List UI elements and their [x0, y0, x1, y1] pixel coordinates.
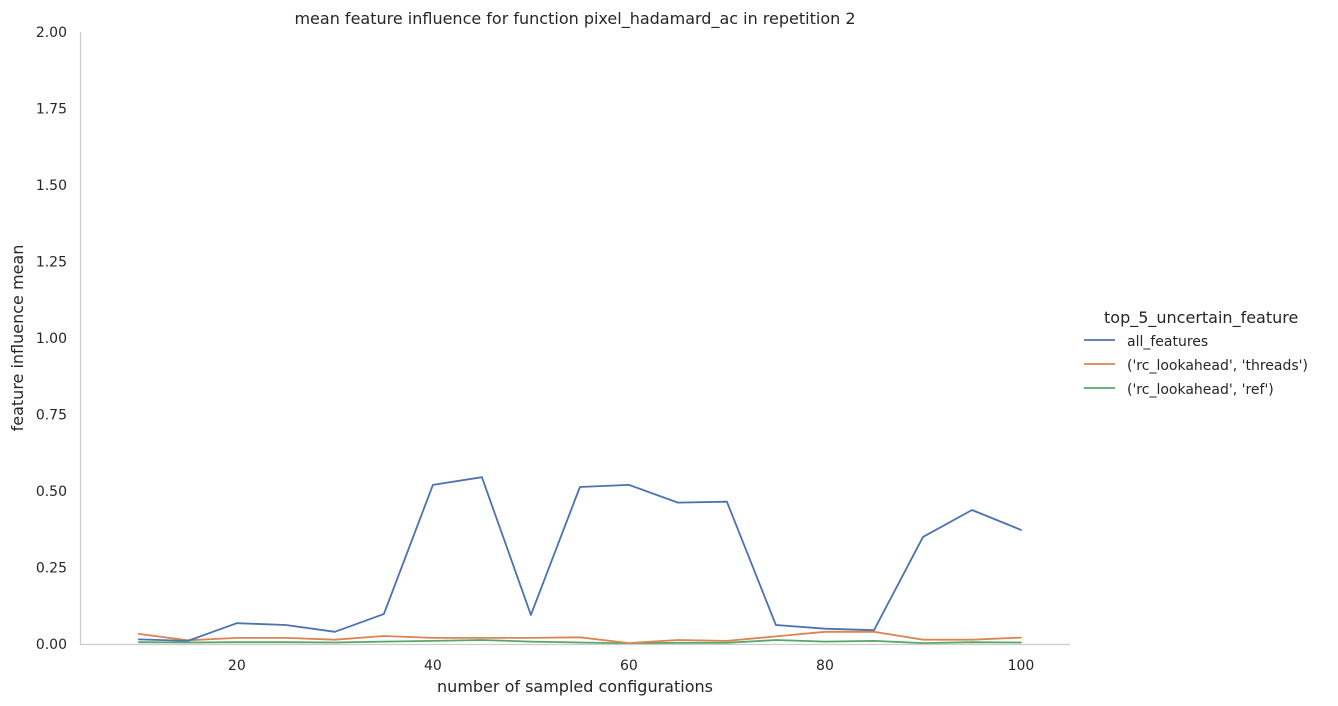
y-tick-label: 1.75: [36, 102, 67, 118]
plot-area: [137, 476, 1022, 645]
y-tick-labels: 0.00 0.25 0.50 0.75 1.00 1.25 1.50 1.75 2.00: [36, 25, 67, 653]
y-tick-label: 1.00: [36, 331, 67, 347]
x-tick-label: 40: [424, 658, 442, 674]
y-tick-label: 1.25: [36, 255, 67, 271]
legend-items: all_features ('rc_lookahead', 'threads') (…: [1084, 334, 1308, 398]
legend-entry: ('rc_lookahead', 'ref'): [1127, 382, 1274, 398]
chart-title: mean feature influence for function pixe…: [294, 9, 855, 29]
series-line-3: [137, 639, 1022, 645]
y-tick-label: 0.75: [36, 408, 67, 424]
series-line-1: [137, 476, 1022, 642]
x-axis-label: number of sampled configurations: [437, 677, 713, 696]
y-tick-label: 0.00: [36, 637, 67, 653]
x-tick-label: 100: [1008, 658, 1035, 674]
legend-entry: all_features: [1127, 334, 1208, 350]
y-axis-label: feature influence mean: [8, 245, 27, 432]
legend-title: top_5_uncertain_feature: [1104, 308, 1298, 328]
y-tick-label: 0.25: [36, 561, 67, 577]
y-tick-label: 1.50: [36, 178, 67, 194]
legend-entry: ('rc_lookahead', 'threads'): [1127, 358, 1308, 374]
x-tick-labels: 20 40 60 80 100: [228, 658, 1034, 674]
y-tick-label: 2.00: [36, 25, 67, 41]
x-tick-label: 60: [620, 658, 638, 674]
legend: top_5_uncertain_feature all_features ('rc…: [1084, 308, 1308, 398]
x-tick-label: 80: [816, 658, 834, 674]
y-tick-label: 0.50: [36, 484, 67, 500]
series-line-2: [137, 630, 1022, 644]
x-tick-label: 20: [228, 658, 246, 674]
